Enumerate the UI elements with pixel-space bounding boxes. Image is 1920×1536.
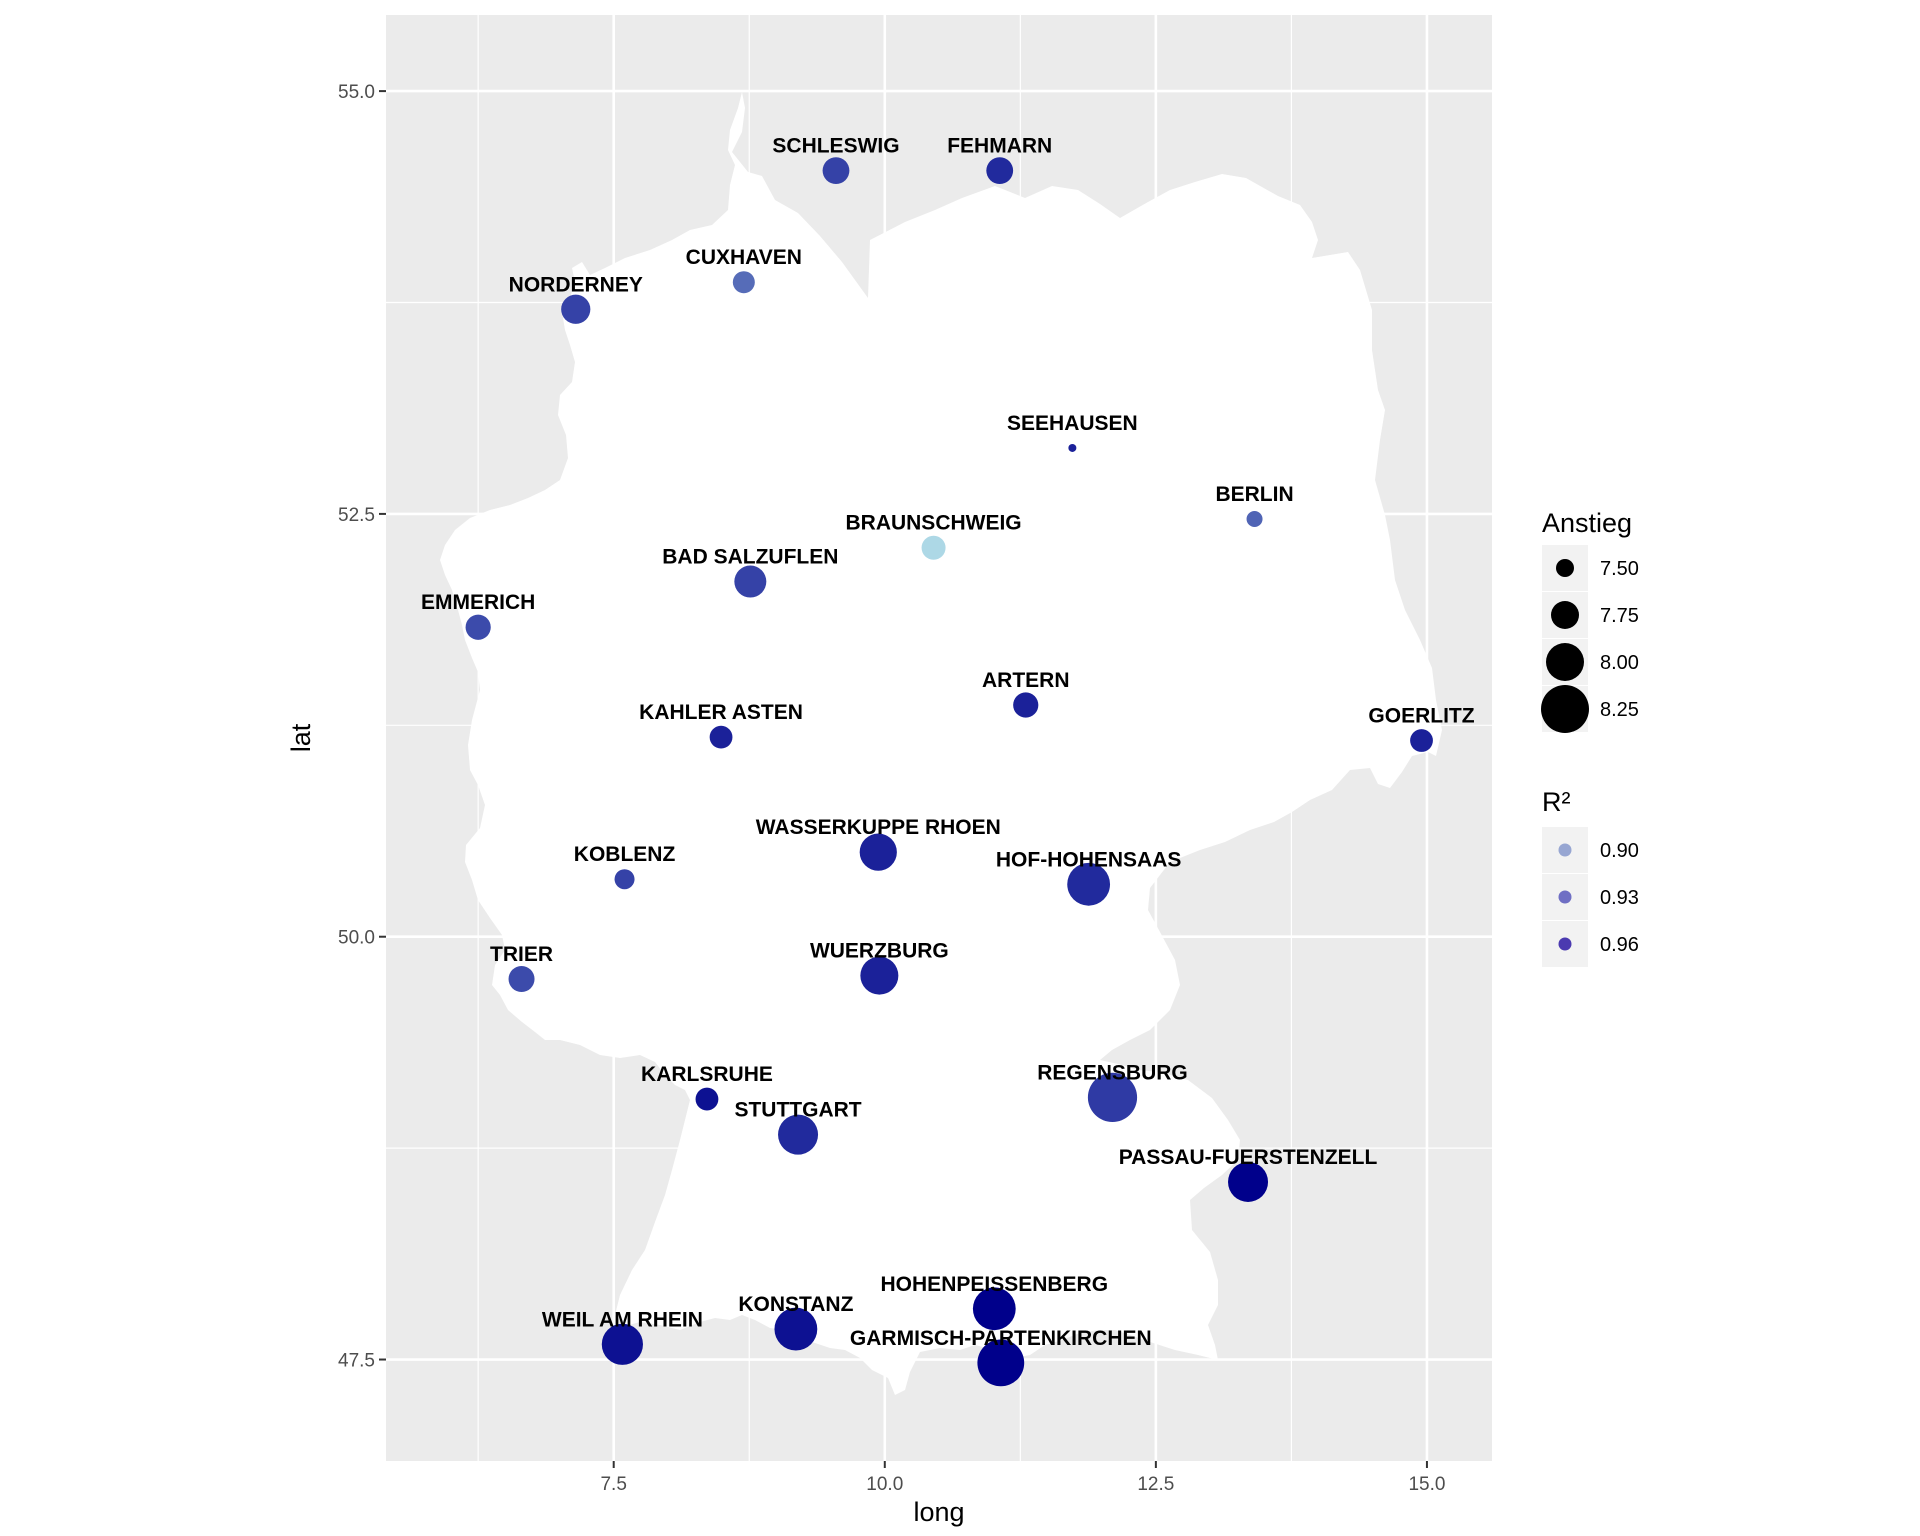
x-axis-title: long	[913, 1497, 964, 1527]
y-axis-title: lat	[286, 723, 316, 752]
station-label: BERLIN	[1215, 483, 1293, 506]
size-legend-dot	[1541, 685, 1589, 733]
station-label: KONSTANZ	[738, 1293, 853, 1316]
x-tick-label: 15.0	[1408, 1474, 1445, 1495]
size-legend-label: 8.00	[1600, 652, 1639, 674]
size-legend-title: Anstieg	[1542, 508, 1632, 538]
station-label: REGENSBURG	[1037, 1061, 1188, 1084]
size-legend-dot	[1546, 643, 1584, 681]
x-tick-label: 10.0	[866, 1474, 903, 1495]
station-label: CUXHAVEN	[686, 246, 802, 269]
station-label: TRIER	[490, 943, 553, 966]
station-label: KOBLENZ	[574, 843, 676, 866]
station-point	[466, 615, 491, 640]
station-point	[615, 869, 635, 889]
station-label: BRAUNSCHWEIG	[845, 512, 1021, 535]
color-legend-dot	[1559, 938, 1572, 951]
y-tick-label: 47.5	[338, 1351, 375, 1372]
station-label: FEHMARN	[947, 135, 1052, 158]
station-point	[733, 271, 755, 293]
size-legend-dot	[1551, 601, 1579, 629]
station-point	[922, 536, 946, 560]
station-point	[1068, 444, 1076, 452]
station-label: HOF-HOHENSAAS	[996, 848, 1182, 871]
station-label: NORDERNEY	[509, 273, 643, 296]
station-label: WASSERKUPPE RHOEN	[756, 816, 1001, 839]
station-point	[986, 157, 1013, 184]
color-legend-label: 0.90	[1600, 840, 1639, 862]
size-legend-dot	[1556, 559, 1574, 577]
color-legend-dot	[1559, 891, 1572, 904]
color-legend-dot	[1559, 844, 1572, 857]
y-tick-label: 55.0	[338, 82, 375, 103]
station-label: EMMERICH	[421, 591, 535, 614]
station-label: PASSAU-FUERSTENZELL	[1119, 1146, 1378, 1169]
station-label: WEIL AM RHEIN	[542, 1308, 703, 1331]
color-legend-label: 0.93	[1600, 887, 1639, 909]
size-legend-label: 7.50	[1600, 558, 1639, 580]
x-tick-label: 12.5	[1137, 1474, 1174, 1495]
station-point	[696, 1088, 719, 1111]
station-label: SEEHAUSEN	[1007, 412, 1138, 435]
station-label: BAD SALZUFLEN	[662, 546, 838, 569]
station-point	[1410, 729, 1433, 752]
y-tick-label: 52.5	[338, 505, 375, 526]
station-point	[509, 966, 535, 992]
color-legend-title: R²	[1542, 787, 1571, 817]
size-legend-label: 7.75	[1600, 605, 1639, 627]
station-label: GOERLITZ	[1368, 705, 1474, 728]
station-point	[1013, 692, 1038, 717]
station-label: GARMISCH-PARTENKIRCHEN	[850, 1327, 1152, 1350]
station-label: WUERZBURG	[810, 940, 949, 963]
station-point	[1247, 511, 1263, 527]
station-point	[734, 566, 766, 598]
station-point	[823, 157, 850, 184]
size-legend-label: 8.25	[1600, 699, 1639, 721]
color-legend-label: 0.96	[1600, 934, 1639, 956]
station-point	[710, 726, 733, 749]
station-label: SCHLESWIG	[772, 135, 899, 158]
station-label: HOHENPEISSENBERG	[881, 1273, 1109, 1296]
station-label: KAHLER ASTEN	[639, 701, 803, 724]
station-label: STUTTGART	[734, 1099, 861, 1122]
station-label: ARTERN	[982, 669, 1070, 692]
y-tick-label: 50.0	[338, 928, 375, 949]
station-label: KARLSRUHE	[641, 1063, 773, 1086]
station-point	[561, 295, 590, 324]
size-legend: Anstieg 7.50 7.75 8.00 8.25	[1541, 508, 1639, 733]
color-legend: R² 0.90 0.93 0.96	[1542, 787, 1639, 967]
x-tick-label: 7.5	[600, 1474, 626, 1495]
